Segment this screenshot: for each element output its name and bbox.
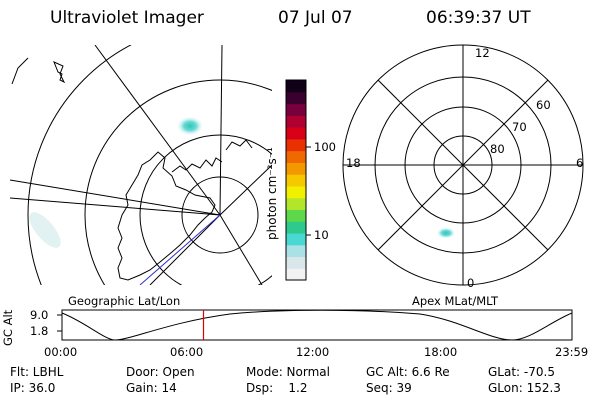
time-tick-1800: 18:00	[424, 345, 458, 359]
mlt-label-18: 18	[346, 156, 361, 170]
time-tick-0000: 00:00	[44, 345, 78, 359]
color-bar-segment	[286, 244, 306, 258]
status-ip: IP: 36.0	[10, 381, 56, 395]
time-tick-2359: 23:59	[555, 345, 589, 359]
time-tick-0600: 06:00	[170, 345, 204, 359]
status-gc-alt: GC Alt: 6.6 Re	[366, 365, 450, 379]
status-glat: GLat: -70.5	[488, 365, 555, 379]
color-bar-segment	[286, 162, 306, 175]
color-bar-segment	[286, 185, 306, 199]
polar-plot	[342, 44, 584, 286]
geographic-map	[10, 45, 272, 285]
gc-alt-axis-label: GC Alt	[1, 309, 15, 346]
color-bar-segment	[286, 232, 306, 246]
color-bar-segment	[286, 197, 306, 211]
color-bar-segment	[286, 268, 306, 281]
instrument-title: Ultraviolet Imager	[50, 8, 204, 28]
color-bar-segment	[286, 256, 306, 269]
lat-label-60: 60	[536, 98, 551, 112]
mlt-label-12: 12	[475, 46, 490, 60]
color-bar-segment	[286, 150, 306, 163]
colorbar-tick-100: 100	[314, 140, 336, 154]
color-bar	[286, 80, 306, 281]
geographic-map-label: Geographic Lat/Lon	[68, 294, 181, 308]
gc-alt-curve	[61, 309, 573, 341]
lat-label-70: 70	[512, 120, 527, 134]
status-gain: Gain: 14	[126, 381, 177, 395]
aurora-spot-left	[176, 116, 204, 136]
color-bar-segment	[286, 221, 306, 234]
status-seq: Seq: 39	[366, 381, 412, 395]
status-filter: Flt: LBHL	[10, 365, 64, 379]
time-tick-1200: 12:00	[296, 345, 330, 359]
date-label: 07 Jul 07	[278, 8, 353, 28]
status-mode: Mode: Normal	[246, 365, 330, 379]
color-bar-segment	[286, 80, 306, 93]
color-bar-segment	[286, 138, 306, 152]
color-bar-segment	[286, 174, 306, 187]
gc-alt-tick-9: 9.0	[30, 308, 49, 322]
colorbar-tick-10: 10	[314, 228, 329, 242]
colorbar-unit-label: photon cm⁻²s⁻¹	[265, 147, 279, 240]
color-bar-segment	[286, 209, 306, 222]
color-bar-frame	[285, 79, 307, 281]
color-bar-segment	[286, 115, 306, 128]
status-door: Door: Open	[126, 365, 195, 379]
color-bar-segment	[286, 91, 306, 105]
mlt-label-6: 6	[576, 156, 584, 170]
apex-map-label: Apex MLat/MLT	[412, 294, 499, 308]
time-label: 06:39:37 UT	[426, 8, 531, 28]
status-dsp: Dsp: 1.2	[246, 381, 308, 395]
aurora-faint-left	[29, 212, 61, 248]
color-bar-segment	[286, 127, 306, 140]
lat-label-80: 80	[490, 142, 505, 156]
color-bar-segment	[286, 103, 306, 116]
aurora-spot-right	[436, 227, 456, 239]
status-glon: GLon: 152.3	[488, 381, 561, 395]
mlt-label-0: 0	[467, 276, 475, 290]
gc-alt-frame	[61, 309, 573, 341]
gc-alt-tick-1.8: 1.8	[30, 324, 49, 338]
